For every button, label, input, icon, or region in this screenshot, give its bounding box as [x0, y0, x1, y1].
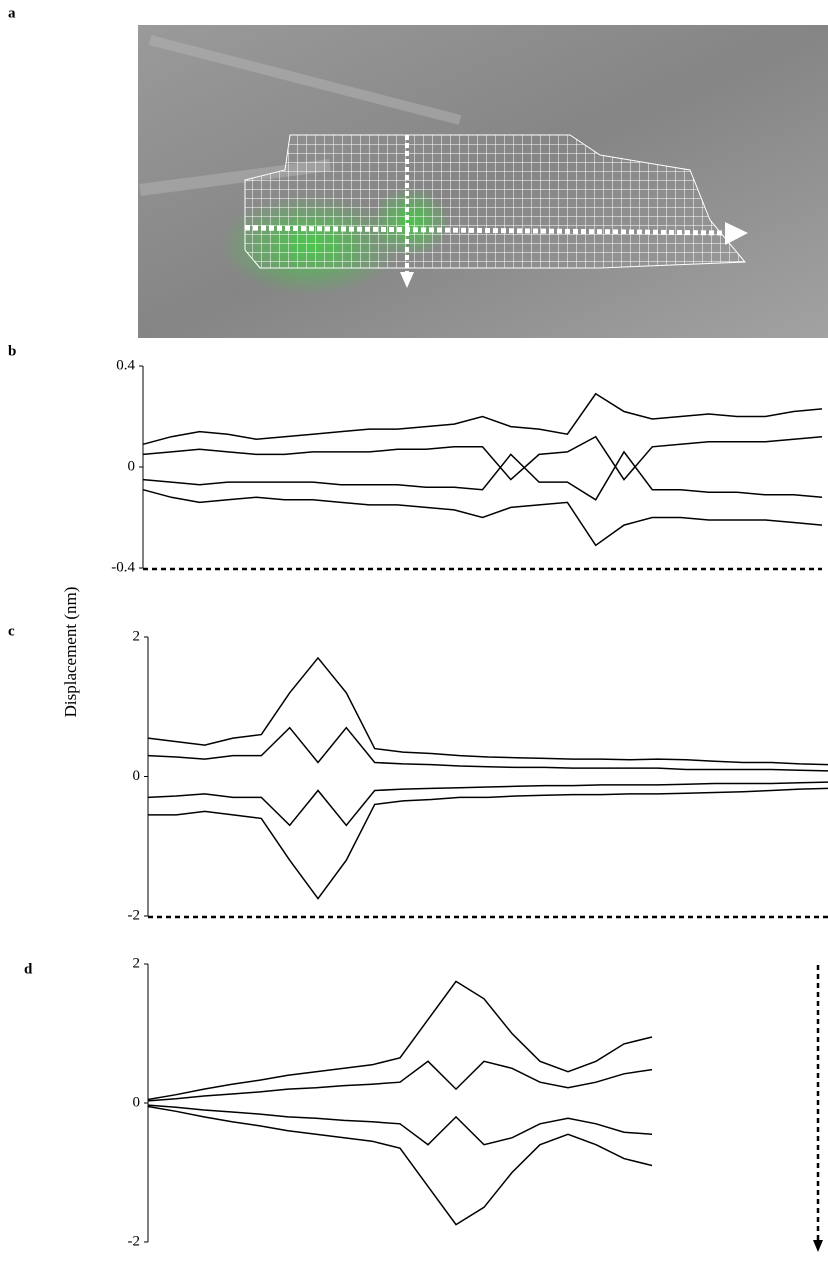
micrograph [138, 25, 828, 338]
displacement-line [147, 726, 828, 772]
panel-label: a [8, 5, 16, 21]
displacement-line [142, 488, 823, 547]
panel-label: b [8, 343, 16, 359]
displacement-line [142, 450, 823, 501]
displacement-line [142, 435, 823, 481]
scan-arrow-head [813, 1240, 823, 1252]
y-axis-label: Displacement (nm) [61, 587, 80, 718]
y-tick-label: 2 [133, 955, 141, 971]
y-tick-label: -2 [128, 907, 141, 923]
displacement-line [147, 1104, 653, 1146]
y-tick-label: 2 [133, 628, 141, 644]
displacement-line [147, 781, 828, 827]
displacement-line [148, 787, 828, 900]
panel-label: d [24, 961, 33, 977]
y-tick-label: 0 [128, 458, 136, 474]
y-tick-label: 0 [133, 768, 141, 784]
y-tick-label: -0.4 [111, 559, 135, 575]
displacement-line [147, 656, 828, 766]
y-tick-label: 0.4 [116, 357, 135, 373]
y-tick-label: -2 [128, 1233, 141, 1249]
y-tick-label: 0 [133, 1094, 141, 1110]
displacement-line [142, 392, 823, 446]
panel-label: c [8, 623, 15, 639]
displacement-line [147, 980, 653, 1101]
displacement-line [147, 1105, 653, 1226]
displacement-line [147, 1060, 653, 1102]
